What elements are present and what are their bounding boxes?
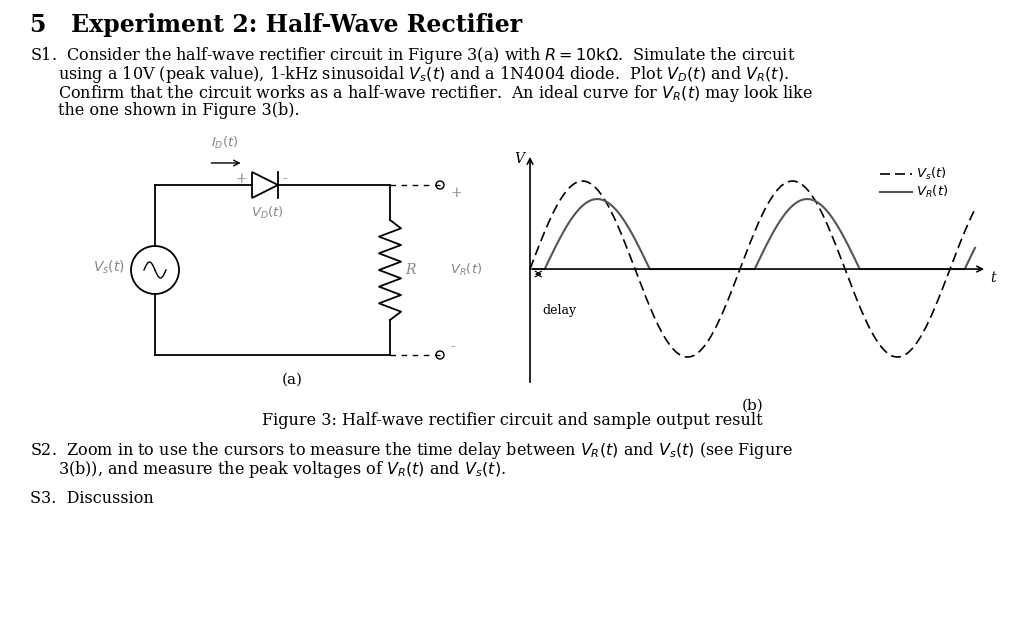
Text: S2.  Zoom in to use the cursors to measure the time delay between $V_R(t)$ and $: S2. Zoom in to use the cursors to measur…: [30, 440, 793, 461]
Text: R: R: [406, 263, 416, 277]
Text: Confirm that the circuit works as a half-wave rectifier.  An ideal curve for $V_: Confirm that the circuit works as a half…: [58, 83, 813, 104]
Text: $V_D(t)$: $V_D(t)$: [251, 205, 284, 221]
Text: S3.  Discussion: S3. Discussion: [30, 490, 154, 507]
Text: (a): (a): [282, 373, 303, 387]
Text: -: -: [450, 340, 455, 354]
Text: +: +: [450, 186, 462, 200]
Text: 3(b)), and measure the peak voltages of $V_R(t)$ and $V_s(t)$.: 3(b)), and measure the peak voltages of …: [58, 459, 506, 480]
Text: $V_R(t)$: $V_R(t)$: [916, 184, 948, 200]
Text: (b): (b): [741, 399, 763, 413]
Text: Figure 3: Half-wave rectifier circuit and sample output result: Figure 3: Half-wave rectifier circuit an…: [262, 412, 762, 429]
Text: the one shown in Figure 3(b).: the one shown in Figure 3(b).: [58, 102, 300, 119]
Text: -: -: [282, 172, 287, 186]
Text: using a 10V (peak value), 1-kHz sinusoidal $V_s(t)$ and a 1N4004 diode.  Plot $V: using a 10V (peak value), 1-kHz sinusoid…: [58, 64, 790, 85]
Text: S1.  Consider the half-wave rectifier circuit in Figure 3(a) with $R = 10\mathrm: S1. Consider the half-wave rectifier cir…: [30, 45, 796, 66]
Text: $I_D(t)$: $I_D(t)$: [211, 135, 239, 151]
Text: delay: delay: [542, 304, 577, 317]
Text: t: t: [990, 271, 995, 285]
Text: $V_R(t)$: $V_R(t)$: [450, 262, 482, 278]
Text: V: V: [514, 152, 524, 166]
Text: 5   Experiment 2: Half-Wave Rectifier: 5 Experiment 2: Half-Wave Rectifier: [30, 13, 522, 37]
Text: +: +: [236, 172, 247, 186]
Text: $V_s(t)$: $V_s(t)$: [916, 166, 946, 182]
Text: $V_s(t)$: $V_s(t)$: [93, 259, 125, 276]
